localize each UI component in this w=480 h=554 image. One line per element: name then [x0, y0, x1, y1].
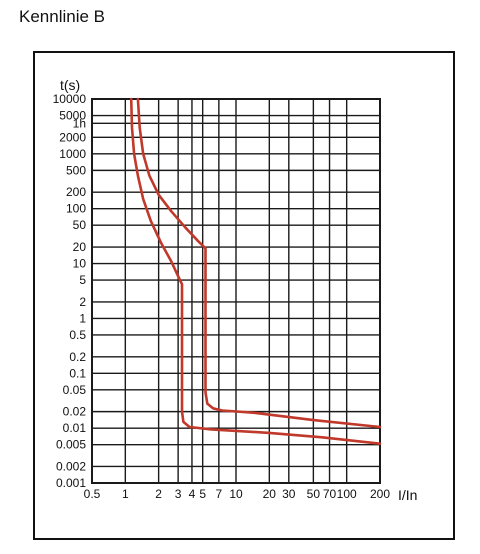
plot-border: [91, 98, 381, 484]
y-tick-label: 0.01: [63, 421, 87, 435]
x-tick-label: 2: [155, 487, 162, 501]
chart-title: Kennlinie B: [19, 7, 106, 26]
x-tick-label: 10: [229, 487, 243, 501]
x-tick-label: 7: [216, 487, 223, 501]
y-tick-label: 50: [73, 218, 87, 232]
x-tick-label: 4: [189, 487, 196, 501]
y-tick-label: 0.001: [56, 476, 86, 490]
x-tick-label: 0.5: [84, 487, 101, 501]
upper-tripping-curve: [136, 97, 382, 429]
y-tick-label: 500: [66, 163, 86, 177]
y-tick-label: 1000: [59, 147, 86, 161]
x-tick-label: 3: [175, 487, 182, 501]
y-tick-label: 5000: [59, 109, 86, 123]
x-tick-label: 50: [307, 487, 321, 501]
x-tick-label: 30: [282, 487, 296, 501]
x-tick-label: 100: [337, 487, 357, 501]
y-tick-label: 0.1: [69, 366, 86, 380]
y-tick-label: 0.005: [56, 438, 86, 452]
x-tick-label: 1: [122, 487, 129, 501]
y-tick-label: 1: [79, 311, 86, 325]
y-tick-label: 10000: [53, 92, 87, 106]
x-tick-label: 200: [370, 487, 390, 501]
tick-labels: 0.5 1 2 3 4 5 7 10 20 30 50 70 100 2001000050001h2000…: [53, 92, 391, 501]
y-tick-label: 10: [73, 257, 87, 271]
lower-tripping-curve: [129, 97, 382, 445]
y-tick-label: 0.2: [69, 350, 86, 364]
y-tick-label: 0.02: [63, 405, 87, 419]
x-tick-label: 70: [323, 487, 337, 501]
y-tick-label: 0.5: [69, 328, 86, 342]
y-tick-label: 200: [66, 185, 86, 199]
y-tick-label: 2: [79, 295, 86, 309]
x-tick-label: 5: [199, 487, 206, 501]
y-tick-label: 20: [73, 240, 87, 254]
y-tick-label: 100: [66, 202, 86, 216]
y-tick-label: 2000: [59, 130, 86, 144]
y-axis-title: t(s): [60, 77, 80, 93]
chart-frame: [33, 51, 455, 540]
curves: [129, 97, 382, 445]
x-axis-title: I/In: [398, 487, 417, 503]
y-tick-label: 5: [79, 273, 86, 287]
y-tick-label: 1h: [73, 116, 86, 130]
x-tick-label: 20: [263, 487, 277, 501]
y-tick-label: 0.002: [56, 459, 86, 473]
y-tick-label: 0.05: [63, 383, 87, 397]
